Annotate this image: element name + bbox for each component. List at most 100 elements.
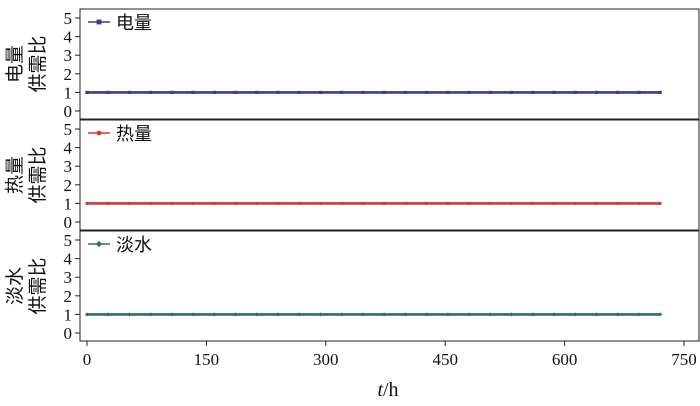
- y-tick-label: 4: [64, 139, 73, 158]
- y-tick-label: 4: [64, 250, 73, 269]
- data-point: [403, 201, 407, 205]
- data-point: [84, 312, 90, 317]
- y-axis-label-line2: 供需比: [27, 146, 49, 203]
- data-point: [403, 90, 407, 94]
- data-point: [382, 201, 386, 205]
- legend-label: 电量: [116, 13, 152, 34]
- data-point: [191, 312, 196, 317]
- data-point: [573, 201, 577, 205]
- y-tick-label: 4: [64, 28, 73, 47]
- data-point: [467, 90, 471, 94]
- data-point: [106, 90, 110, 94]
- x-tick-label: 300: [313, 350, 339, 369]
- data-point: [127, 90, 132, 94]
- data-point: [148, 312, 153, 317]
- data-point: [551, 312, 557, 317]
- y-tick-label: 1: [64, 83, 73, 102]
- data-point: [170, 201, 174, 205]
- data-point: [318, 201, 323, 205]
- data-point: [509, 201, 514, 205]
- data-point: [318, 90, 323, 94]
- y-tick-label: 3: [64, 46, 73, 65]
- data-point: [637, 201, 641, 205]
- data-point: [445, 312, 450, 317]
- y-tick-label: 3: [64, 157, 73, 176]
- data-point: [615, 312, 620, 317]
- data-point: [149, 90, 153, 94]
- y-tick-label: 2: [64, 176, 73, 195]
- data-point: [360, 312, 366, 317]
- data-point: [552, 201, 556, 205]
- data-point: [382, 90, 386, 94]
- data-point: [509, 90, 514, 94]
- x-tick-label: 600: [552, 350, 578, 369]
- data-point: [127, 201, 132, 205]
- data-point: [361, 201, 365, 205]
- data-point: [339, 312, 344, 317]
- data-point: [297, 201, 301, 205]
- y-axis-label-line2: 供需比: [27, 257, 49, 314]
- panel-frame: [79, 119, 700, 231]
- data-point: [255, 201, 259, 205]
- data-point: [616, 90, 620, 94]
- data-point: [127, 312, 132, 317]
- y-tick-label: 0: [64, 213, 73, 232]
- data-point: [106, 201, 110, 205]
- data-point: [573, 312, 578, 317]
- y-tick-label: 5: [64, 120, 73, 139]
- data-point: [106, 312, 111, 317]
- data-point: [255, 90, 259, 94]
- data-point: [552, 90, 556, 94]
- data-point: [637, 90, 641, 94]
- data-point: [530, 312, 535, 317]
- data-point: [488, 312, 493, 317]
- y-axis-label-line1: 淡水: [4, 267, 26, 305]
- data-point: [212, 90, 216, 94]
- data-point: [318, 312, 323, 317]
- data-point: [275, 312, 281, 317]
- data-point: [191, 90, 195, 94]
- data-point: [573, 90, 577, 94]
- data-point: [446, 90, 450, 94]
- data-point: [233, 312, 238, 317]
- x-axis: 0 150 300 450 600 750: [83, 341, 697, 369]
- data-point: [340, 201, 344, 205]
- data-point: [531, 201, 535, 205]
- y-tick-label: 5: [64, 231, 73, 250]
- data-point: [594, 90, 599, 94]
- data-point: [169, 312, 174, 317]
- legend-label: 热量: [116, 124, 152, 145]
- data-point: [425, 201, 429, 205]
- data-point: [467, 312, 472, 317]
- data-point: [276, 90, 280, 94]
- data-point: [340, 90, 344, 94]
- x-tick-label: 0: [83, 350, 92, 369]
- legend-marker: [95, 240, 103, 248]
- y-axis-label-line1: 热量: [4, 156, 26, 194]
- data-point: [658, 90, 662, 94]
- panel-frame: [79, 8, 700, 120]
- y-axis-label-line1: 电量: [4, 45, 26, 83]
- y-axis-label-line2: 供需比: [27, 35, 49, 92]
- data-point: [658, 201, 662, 205]
- x-tick-label: 750: [671, 350, 697, 369]
- y-tick-label: 2: [64, 287, 73, 306]
- data-point: [85, 201, 89, 205]
- data-point: [297, 90, 301, 94]
- data-point: [403, 312, 408, 317]
- y-tick-label: 2: [64, 65, 73, 84]
- y-tick-label: 5: [64, 9, 73, 28]
- y-tick-label: 3: [64, 268, 73, 287]
- data-point: [85, 90, 89, 94]
- data-point: [361, 90, 365, 94]
- data-point: [488, 201, 492, 205]
- data-point: [233, 201, 238, 205]
- data-point: [594, 312, 599, 317]
- x-tick-label: 450: [432, 350, 458, 369]
- x-tick-label: 150: [194, 350, 220, 369]
